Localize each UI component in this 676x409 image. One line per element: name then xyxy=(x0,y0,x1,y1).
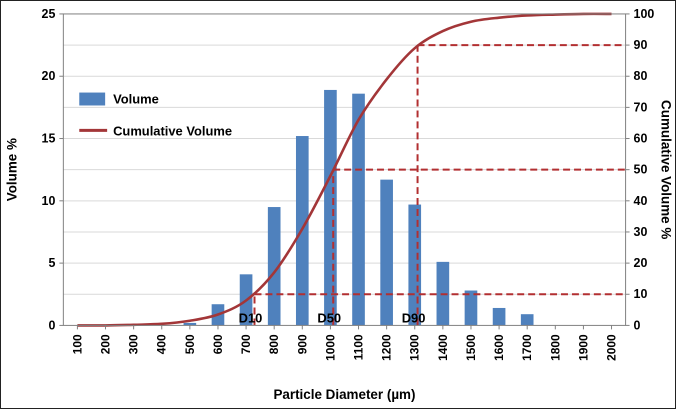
left-axis-title: Volume % xyxy=(5,138,20,201)
volume-bar xyxy=(520,314,534,326)
x-tick-label: 900 xyxy=(295,334,309,354)
legend-volume-label: Volume xyxy=(113,91,159,106)
volume-bar xyxy=(380,179,393,326)
right-tick-label: 90 xyxy=(634,38,648,52)
right-tick-label: 100 xyxy=(634,7,655,21)
x-tick-label: 1800 xyxy=(548,334,562,361)
x-tick-label: 700 xyxy=(239,334,253,354)
left-tick-label: 5 xyxy=(48,256,55,270)
left-tick-label: 20 xyxy=(42,69,56,83)
volume-bar xyxy=(267,207,281,326)
volume-bar xyxy=(324,89,337,326)
left-tick-label: 15 xyxy=(42,132,56,146)
x-tick-label: 500 xyxy=(183,334,197,354)
annotation-label-d50: D50 xyxy=(317,310,341,325)
x-tick-label: 600 xyxy=(211,334,225,354)
volume-bar xyxy=(408,204,422,326)
left-tick-label: 25 xyxy=(42,7,56,21)
x-tick-label: 1700 xyxy=(520,334,534,361)
right-axis-title: Cumulative Volume % xyxy=(658,100,673,239)
volume-bar xyxy=(464,290,478,326)
x-tick-label: 1400 xyxy=(436,334,450,361)
legend-cumulative-label: Cumulative Volume xyxy=(113,123,232,138)
x-tick-label: 100 xyxy=(70,334,84,354)
cumulative-line xyxy=(77,12,612,327)
x-tick-label: 800 xyxy=(267,334,281,354)
x-tick-label: 1000 xyxy=(323,334,337,361)
x-tick-label: 1200 xyxy=(380,334,394,361)
right-tick-label: 0 xyxy=(634,318,641,332)
x-tick-label: 1900 xyxy=(576,334,590,361)
x-tick-label: 1100 xyxy=(352,334,366,360)
right-tick-label: 70 xyxy=(634,100,648,114)
right-tick-label: 20 xyxy=(634,256,648,270)
x-tick-label: 300 xyxy=(127,334,141,354)
right-tick-label: 50 xyxy=(634,163,648,177)
left-tick-label: 10 xyxy=(42,194,56,208)
right-tick-label: 60 xyxy=(634,132,648,146)
annotation-label-d90: D90 xyxy=(402,310,426,325)
x-tick-label: 200 xyxy=(99,334,113,354)
right-tick-label: 40 xyxy=(634,194,648,208)
right-tick-label: 30 xyxy=(634,225,648,239)
x-tick-label: 400 xyxy=(155,334,169,354)
x-tick-label: 1300 xyxy=(408,334,422,361)
x-axis-title: Particle Diameter (µm) xyxy=(273,387,415,402)
volume-bar xyxy=(492,307,506,326)
left-tick-label: 0 xyxy=(48,318,55,332)
x-tick-label: 1500 xyxy=(464,334,478,361)
right-tick-label: 80 xyxy=(634,69,648,83)
annotation-label-d10: D10 xyxy=(239,310,263,325)
volume-bar xyxy=(352,93,365,326)
volume-bar xyxy=(183,322,197,326)
x-tick-label: 1600 xyxy=(492,334,506,361)
legend-volume-swatch xyxy=(79,92,106,106)
x-tick-label: 2000 xyxy=(605,334,619,361)
right-tick-label: 10 xyxy=(634,287,648,301)
